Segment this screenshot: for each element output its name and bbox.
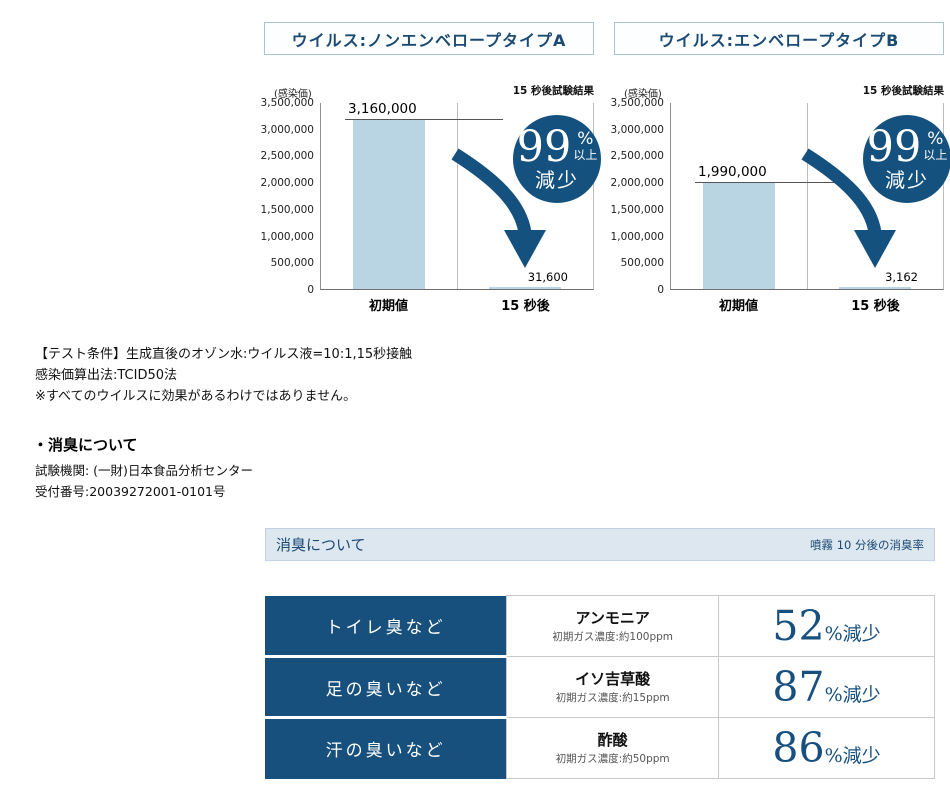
- reduction-percent-number: 87: [772, 662, 825, 711]
- badge-ijou-label: 以上: [573, 148, 598, 163]
- column-divider: [807, 103, 808, 289]
- reduction-percent-suffix: %減少: [824, 744, 881, 767]
- reduction-arrow-icon: [451, 148, 546, 268]
- deodor-panel-title: 消臭について: [276, 536, 366, 554]
- chart-header: (感染価) 15 秒後試験結果: [264, 83, 594, 100]
- badge-number: 99: [866, 122, 922, 173]
- chart-header: (感染価) 15 秒後試験結果: [614, 83, 944, 100]
- y-tick-label: 500,000: [270, 257, 314, 269]
- badge-percent-sign: %: [577, 129, 594, 150]
- substance-cell: イソ吉草酸 初期ガス濃度:約15ppm: [506, 656, 720, 718]
- chart-title-virus-a: ウイルス:ノンエンベロープタイプA: [264, 22, 594, 55]
- bar-value-label-after: 31,600: [527, 270, 568, 284]
- table-row: 汗の臭いなど 酢酸 初期ガス濃度:約50ppm 86%減少: [265, 717, 935, 779]
- x-axis: 初期値 15 秒後: [670, 295, 944, 314]
- y-tick-label: 1,500,000: [610, 204, 664, 216]
- y-tick-label: 3,000,000: [260, 124, 314, 136]
- test-conditions-line-2: 感染価算出法:TCID50法: [35, 368, 178, 383]
- bar-top-leader-line: [345, 119, 503, 120]
- test-organization: 試験機関: (一財)日本食品分析センター 受付番号:20039272001-01…: [35, 460, 253, 502]
- substance-name: 酢酸: [597, 730, 628, 749]
- x-axis: 初期値 15 秒後: [320, 295, 594, 314]
- category-cell: 足の臭いなど: [265, 656, 507, 719]
- y-tick-label: 3,000,000: [610, 124, 664, 136]
- reduction-cell: 87%減少: [718, 656, 935, 718]
- column-divider: [457, 103, 458, 289]
- table-row: 足の臭いなど イソ吉草酸 初期ガス濃度:約15ppm 87%減少: [265, 656, 935, 719]
- virus-chart-panel-a: ウイルス:ノンエンベロープタイプA (感染価) 15 秒後試験結果 3,500,…: [260, 22, 601, 314]
- gas-concentration: 初期ガス濃度:約15ppm: [555, 691, 670, 704]
- test-org-line: 試験機関: (一財)日本食品分析センター: [35, 463, 253, 478]
- y-tick-label: 2,500,000: [610, 150, 664, 162]
- bar-initial-value: [353, 120, 425, 289]
- result-note: 15 秒後試験結果: [512, 85, 594, 97]
- reduction-cell: 86%減少: [718, 717, 935, 779]
- badge-ijou-label: 以上: [923, 148, 948, 163]
- bar-value-label-initial: 1,990,000: [698, 164, 767, 180]
- reduction-percent-suffix: %減少: [824, 622, 881, 645]
- bar-after-15s: [839, 287, 911, 289]
- y-tick-label: 2,500,000: [260, 150, 314, 162]
- reduction-arrow-icon: [801, 148, 896, 268]
- reduction-badge: 99 % 以上 減少: [863, 115, 950, 203]
- y-tick-label: 1,500,000: [260, 204, 314, 216]
- y-tick-label: 1,000,000: [610, 231, 664, 243]
- bar-value-label-initial: 3,160,000: [348, 101, 417, 117]
- y-tick-label: 2,000,000: [610, 177, 664, 189]
- gas-concentration: 初期ガス濃度:約50ppm: [555, 752, 670, 765]
- y-tick-label: 2,000,000: [260, 177, 314, 189]
- chart-title-virus-b: ウイルス:エンベロープタイプB: [614, 22, 944, 55]
- bar-after-15s: [489, 287, 561, 289]
- substance-name: アンモニア: [575, 608, 650, 627]
- deodor-panel-note: 噴霧 10 分後の消臭率: [810, 537, 924, 552]
- y-axis-unit-label: (感染価): [624, 89, 662, 100]
- bar-top-leader-line: [695, 182, 853, 183]
- category-cell: 汗の臭いなど: [265, 717, 507, 779]
- substance-cell: アンモニア 初期ガス濃度:約100ppm: [506, 595, 720, 657]
- bar-initial-value: [703, 183, 775, 289]
- receipt-number-line: 受付番号:20039272001-0101号: [35, 484, 226, 499]
- y-tick-label: 3,500,000: [260, 97, 314, 109]
- y-tick-label: 500,000: [620, 257, 664, 269]
- virus-chart-panel-b: ウイルス:エンベロープタイプB (感染価) 15 秒後試験結果 3,500,00…: [610, 22, 950, 314]
- plot-area: 1,990,000 3,162 99 % 以上 減少: [670, 103, 950, 290]
- y-tick-label: 0: [307, 284, 314, 296]
- gas-concentration: 初期ガス濃度:約100ppm: [552, 630, 673, 643]
- y-tick-label: 1,000,000: [260, 231, 314, 243]
- x-axis-label-initial: 初期値: [718, 299, 758, 314]
- substance-cell: 酢酸 初期ガス濃度:約50ppm: [506, 717, 720, 779]
- badge-number: 99: [516, 122, 572, 173]
- x-axis-label-15s: 15 秒後: [851, 299, 900, 314]
- test-conditions-line-3: ※すべてのウイルスに効果があるわけではありません。: [35, 389, 357, 404]
- category-cell: トイレ臭など: [265, 595, 507, 658]
- section-heading-deodorization: ・消臭について: [33, 436, 138, 454]
- bar-value-label-after: 3,162: [885, 270, 918, 284]
- reduction-percent-number: 52: [772, 601, 825, 650]
- y-axis: 3,500,000 3,000,000 2,500,000 2,000,000 …: [260, 97, 320, 296]
- test-conditions-line-1: 【テスト条件】生成直後のオゾン水:ウイルス液=10:1,15秒接触: [35, 347, 413, 362]
- reduction-badge: 99 % 以上 減少: [513, 115, 601, 203]
- test-conditions: 【テスト条件】生成直後のオゾン水:ウイルス液=10:1,15秒接触 感染価算出法…: [35, 344, 412, 407]
- badge-gensho-label: 減少: [535, 167, 579, 192]
- y-tick-label: 3,500,000: [610, 97, 664, 109]
- result-note: 15 秒後試験結果: [862, 85, 944, 97]
- x-axis-label-initial: 初期値: [368, 299, 408, 314]
- substance-name: イソ吉草酸: [575, 669, 651, 688]
- x-axis-label-15s: 15 秒後: [501, 299, 550, 314]
- reduction-percent-suffix: %減少: [824, 683, 881, 706]
- deodor-panel-header: 消臭について 噴霧 10 分後の消臭率: [265, 528, 935, 561]
- badge-percent-sign: %: [927, 129, 944, 150]
- y-axis: 3,500,000 3,000,000 2,500,000 2,000,000 …: [610, 97, 670, 296]
- table-row: トイレ臭など アンモニア 初期ガス濃度:約100ppm 52%減少: [265, 595, 935, 658]
- y-axis-unit-label: (感染価): [274, 89, 312, 100]
- y-tick-label: 0: [657, 284, 664, 296]
- reduction-cell: 52%減少: [718, 595, 935, 657]
- reduction-percent-number: 86: [772, 723, 825, 772]
- deodor-table: トイレ臭など アンモニア 初期ガス濃度:約100ppm 52%減少 足の臭いなど…: [265, 595, 935, 779]
- badge-gensho-label: 減少: [885, 167, 929, 192]
- plot-area: 3,160,000 31,600 99 % 以上 減少: [320, 101, 601, 290]
